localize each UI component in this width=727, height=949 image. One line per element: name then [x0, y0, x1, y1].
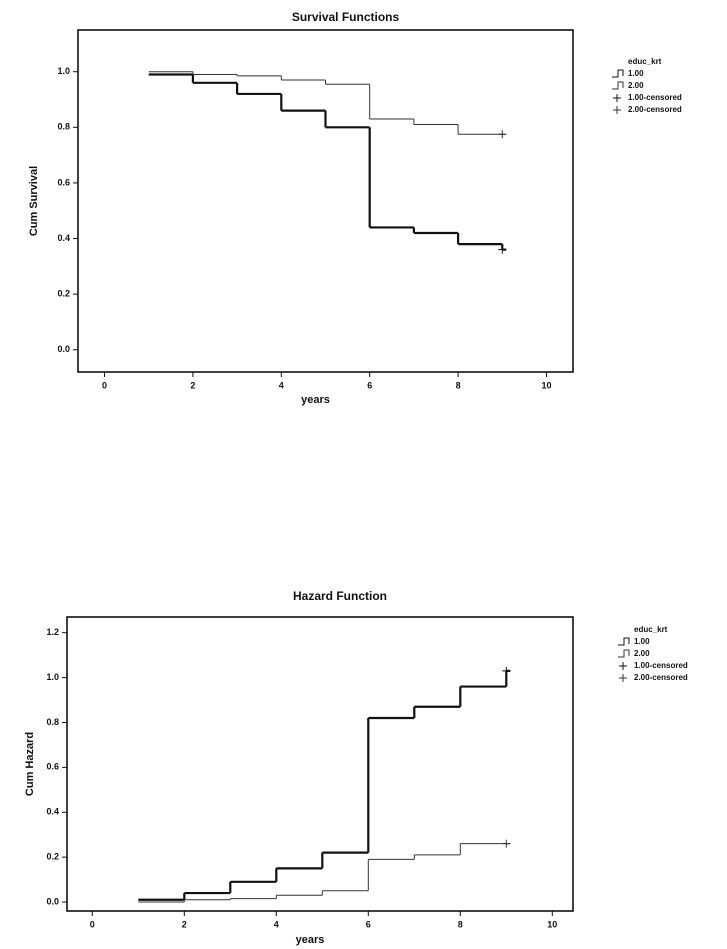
- x-tick-label: 8: [458, 919, 463, 929]
- x-tick-label: 6: [367, 380, 372, 390]
- legend: educ_krt 1.00 2.00 1.00-censored 2.00-censor…: [618, 625, 688, 682]
- y-tick-label: 1.0: [46, 672, 59, 682]
- x-axis-title: years: [301, 394, 330, 406]
- y-tick-label: 0.6: [46, 762, 59, 772]
- censor-mark: [502, 840, 510, 848]
- y-tick-label: 0.4: [57, 233, 70, 243]
- legend-label: 1.00-censored: [628, 93, 682, 102]
- legend-step-icon: [612, 70, 623, 77]
- y-tick-label: 0.0: [46, 896, 59, 906]
- x-tick-label: 4: [274, 919, 279, 929]
- legend-label: 2.00-censored: [628, 105, 682, 114]
- censor-mark: [502, 667, 510, 675]
- x-tick-label: 0: [102, 380, 107, 390]
- x-tick-label: 0: [90, 919, 95, 929]
- x-tick-label: 8: [456, 380, 461, 390]
- y-tick-label: 1.0: [57, 66, 70, 76]
- censor-mark: [498, 246, 506, 254]
- legend-plus-icon: [613, 106, 621, 114]
- legend-plus-icon: [619, 674, 627, 682]
- legend-plus-icon: [613, 94, 621, 102]
- x-tick-label: 2: [190, 380, 195, 390]
- chart-title: Hazard Function: [293, 589, 387, 603]
- legend-label: 2.00-censored: [634, 673, 688, 682]
- x-tick-label: 6: [366, 919, 371, 929]
- legend-step-icon: [618, 650, 629, 657]
- legend-label: 1.00: [628, 69, 644, 78]
- y-tick-label: 0.8: [57, 122, 70, 132]
- legend-step-icon: [618, 638, 629, 645]
- page: Survival Functions years Cum Survival 0 2 4 6 8…: [0, 0, 727, 949]
- y-tick-label: 0.6: [57, 177, 70, 187]
- legend-step-icon: [612, 82, 623, 89]
- legend-label: 2.00: [634, 649, 650, 658]
- legend-plus-icon: [619, 662, 627, 670]
- legend-label: 1.00-censored: [634, 661, 688, 670]
- x-tick-label: 10: [541, 380, 551, 390]
- y-tick-label: 0.8: [46, 717, 59, 727]
- x-axis-title: years: [296, 934, 325, 946]
- y-tick-label: 0.2: [46, 852, 59, 862]
- legend-title: educ_krt: [634, 625, 668, 634]
- x-tick-label: 10: [547, 919, 557, 929]
- y-axis-title: Cum Hazard: [24, 732, 36, 796]
- legend-label: 1.00: [634, 637, 650, 646]
- y-tick-label: 0.4: [46, 807, 59, 817]
- legend: educ_krt 1.00 2.00 1.00-censored 2.00-censor…: [612, 57, 682, 114]
- y-tick-label: 0.2: [57, 289, 70, 299]
- y-axis-title: Cum Survival: [28, 166, 40, 236]
- censor-mark: [498, 130, 506, 138]
- plot-frame: [67, 617, 573, 911]
- chart-title: Survival Functions: [292, 10, 400, 24]
- y-tick-label: 0.0: [57, 344, 70, 354]
- legend-title: educ_krt: [628, 57, 662, 66]
- legend-label: 2.00: [628, 81, 644, 90]
- y-tick-label: 1.2: [46, 627, 59, 637]
- x-tick-label: 4: [279, 380, 284, 390]
- x-tick-label: 2: [182, 919, 187, 929]
